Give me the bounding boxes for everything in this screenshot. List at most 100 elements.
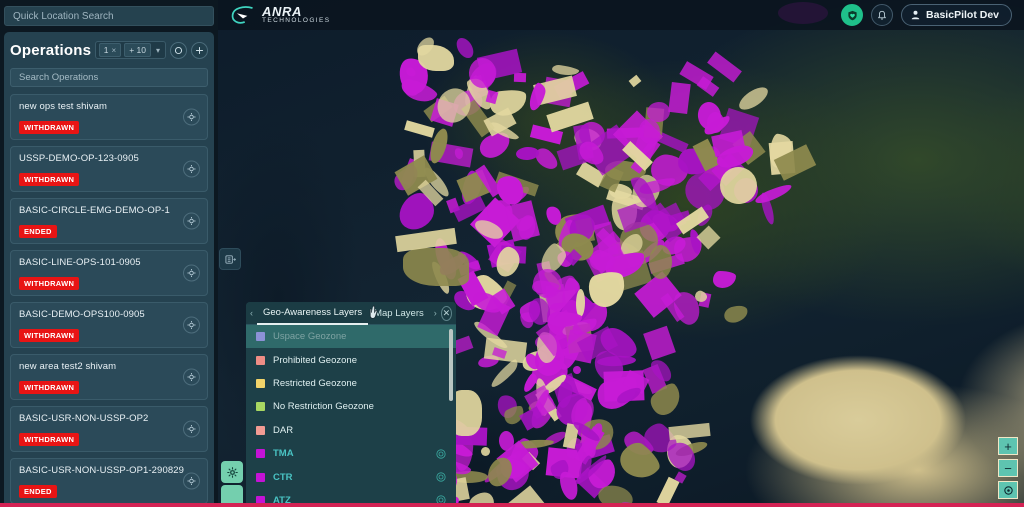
notifications-button[interactable] bbox=[871, 4, 894, 26]
legend-label: Restricted Geozone bbox=[273, 377, 357, 389]
locate-operation-button[interactable] bbox=[183, 368, 200, 386]
operation-name: BASIC-DEMO-OPS100-0905 bbox=[19, 309, 145, 320]
list-item[interactable]: BASIC-USR-NON-USSP-OP1-290829 ENDED bbox=[10, 458, 208, 504]
crosshair-icon bbox=[187, 425, 196, 433]
crosshair-icon bbox=[187, 269, 196, 277]
operation-name: new area test2 shivam bbox=[19, 361, 117, 372]
plus-icon bbox=[195, 46, 204, 54]
legend-item[interactable]: DAR bbox=[246, 419, 456, 442]
person-icon bbox=[911, 10, 920, 20]
legend-scrollbar[interactable] bbox=[449, 329, 453, 401]
gear-icon bbox=[226, 466, 238, 478]
status-badge: WITHDRAWN bbox=[19, 433, 80, 446]
map-zoom-controls: + − bbox=[998, 437, 1018, 499]
status-badge: WITHDRAWN bbox=[19, 329, 80, 342]
locate-operation-button[interactable] bbox=[183, 108, 200, 126]
quick-location-search-placeholder: Quick Location Search bbox=[13, 10, 114, 22]
visibility-eye-icon[interactable] bbox=[436, 472, 446, 482]
legend-item[interactable]: Uspace Geozone bbox=[246, 325, 456, 349]
page-count-chip[interactable]: 1 × bbox=[98, 43, 122, 57]
legend-color-swatch bbox=[256, 402, 265, 412]
zoom-out-button[interactable]: − bbox=[998, 459, 1018, 477]
map-locate-button[interactable] bbox=[998, 481, 1018, 499]
legend-color-swatch bbox=[256, 332, 265, 342]
locate-operation-button[interactable] bbox=[183, 472, 200, 490]
layers-legend-list[interactable]: Uspace Geozone Prohibited Geozone Restrict… bbox=[246, 325, 456, 507]
search-operations-placeholder: Search Operations bbox=[19, 72, 99, 83]
refresh-button[interactable] bbox=[170, 41, 187, 59]
status-badge: WITHDRAWN bbox=[19, 381, 80, 394]
user-menu-button[interactable]: BasicPilot Dev bbox=[901, 4, 1012, 26]
layers-panel: ‹ Geo-Awareness Layers Map Layers › ✕ Us… bbox=[246, 302, 456, 507]
page-count-value: 1 bbox=[103, 45, 109, 55]
pagination-group[interactable]: 1 × + 10 ▾ bbox=[94, 41, 166, 59]
legend-label: Prohibited Geozone bbox=[273, 354, 357, 366]
brand-name: ANRA bbox=[262, 4, 302, 20]
crosshair-icon bbox=[187, 321, 196, 329]
legend-item[interactable]: Prohibited Geozone bbox=[246, 348, 456, 371]
chevron-right-icon[interactable]: › bbox=[433, 308, 437, 318]
legend-color-swatch bbox=[256, 472, 265, 482]
anra-swoosh-icon bbox=[231, 6, 253, 24]
left-sidebar: Quick Location Search Operations 1 × + 1… bbox=[0, 0, 218, 507]
locate-operation-button[interactable] bbox=[183, 316, 200, 334]
close-icon[interactable]: × bbox=[111, 45, 117, 55]
add-operation-button[interactable] bbox=[191, 41, 208, 59]
operation-name: USSP-DEMO-OP-123-0905 bbox=[19, 153, 139, 164]
locate-operation-button[interactable] bbox=[183, 264, 200, 282]
zoom-in-button[interactable]: + bbox=[998, 437, 1018, 455]
brand-subtitle: TECHNOLOGIES bbox=[262, 17, 331, 25]
list-item[interactable]: USSP-DEMO-OP-123-0905 WITHDRAWN bbox=[10, 146, 208, 192]
list-item[interactable]: BASIC-DEMO-OPS100-0905 WITHDRAWN bbox=[10, 302, 208, 348]
list-item[interactable]: BASIC-LINE-OPS-101-0905 WITHDRAWN bbox=[10, 250, 208, 296]
locate-operation-button[interactable] bbox=[183, 212, 200, 230]
mouse-cursor-pointer bbox=[369, 305, 378, 319]
list-item[interactable]: BASIC-USR-NON-USSP-OP2 WITHDRAWN bbox=[10, 406, 208, 452]
status-shield-button[interactable] bbox=[841, 4, 864, 26]
tab-geo-awareness-layers[interactable]: Geo-Awareness Layers bbox=[257, 302, 369, 325]
visibility-eye-icon[interactable] bbox=[436, 449, 446, 459]
brand-logo[interactable]: ANRA TECHNOLOGIES bbox=[230, 4, 330, 26]
operation-name: BASIC-USR-NON-USSP-OP2 bbox=[19, 413, 149, 424]
tab-map-layers[interactable]: Map Layers bbox=[374, 307, 424, 319]
chevron-down-icon[interactable]: ▾ bbox=[155, 45, 160, 55]
legend-item[interactable]: TMA bbox=[246, 442, 456, 465]
page-title: Operations bbox=[10, 41, 92, 59]
legend-color-swatch bbox=[256, 355, 265, 365]
refresh-icon bbox=[174, 46, 183, 54]
compass-icon bbox=[1003, 485, 1013, 495]
crosshair-icon bbox=[187, 217, 196, 225]
legend-label: CTR bbox=[273, 471, 293, 483]
operations-toolbar: 1 × + 10 ▾ bbox=[94, 41, 208, 59]
map-canvas[interactable] bbox=[218, 0, 1024, 507]
legend-color-swatch bbox=[256, 425, 265, 435]
operation-name: new ops test shivam bbox=[19, 101, 107, 112]
layers-panel-tabs: ‹ Geo-Awareness Layers Map Layers › ✕ bbox=[246, 302, 456, 325]
legend-label: DAR bbox=[273, 424, 294, 436]
page-size-value: + 10 bbox=[129, 45, 146, 55]
legend-label: No Restriction Geozone bbox=[273, 401, 374, 413]
operations-list[interactable]: new ops test shivam WITHDRAWN USSP-DEMO-OP… bbox=[10, 94, 208, 504]
locate-operation-button[interactable] bbox=[183, 420, 200, 438]
locate-operation-button[interactable] bbox=[183, 160, 200, 178]
crosshair-icon bbox=[187, 165, 196, 173]
legend-label: Uspace Geozone bbox=[273, 331, 347, 343]
legend-item[interactable]: No Restriction Geozone bbox=[246, 395, 456, 418]
panel-collapse-button[interactable] bbox=[219, 248, 241, 270]
legend-item[interactable]: CTR bbox=[246, 465, 456, 488]
list-item[interactable]: new ops test shivam WITHDRAWN bbox=[10, 94, 208, 140]
operations-header: Operations 1 × + 10 ▾ bbox=[10, 38, 208, 62]
shield-heart-icon bbox=[847, 10, 857, 20]
close-panel-button[interactable]: ✕ bbox=[440, 305, 452, 321]
map-layers-button[interactable] bbox=[221, 485, 243, 507]
legend-item[interactable]: Restricted Geozone bbox=[246, 372, 456, 395]
list-item[interactable]: BASIC-CIRCLE-EMG-DEMO-OP-1 ENDED bbox=[10, 198, 208, 244]
page-size-chip[interactable]: + 10 bbox=[124, 43, 151, 57]
list-item[interactable]: new area test2 shivam WITHDRAWN bbox=[10, 354, 208, 400]
search-operations-input[interactable]: Search Operations bbox=[10, 68, 208, 87]
quick-location-search-input[interactable]: Quick Location Search bbox=[4, 6, 214, 26]
chevron-left-icon[interactable]: ‹ bbox=[250, 308, 253, 318]
operation-name: BASIC-LINE-OPS-101-0905 bbox=[19, 257, 141, 268]
map-settings-button[interactable] bbox=[221, 461, 243, 483]
